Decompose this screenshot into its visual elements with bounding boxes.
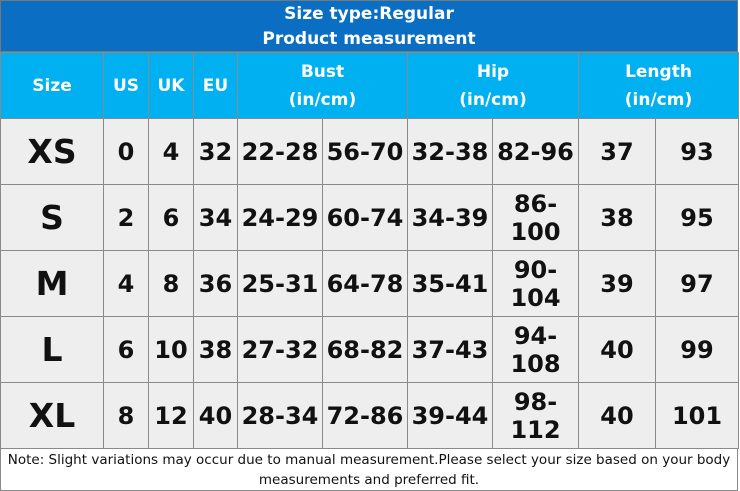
- table-cell: 12: [148, 382, 194, 449]
- header-row: Size US UK EU Bust (in/cm) Hip (in/cm) Length (in…: [0, 52, 739, 119]
- table-cell: 40: [193, 382, 238, 449]
- column-unit: (in/cm): [624, 89, 693, 110]
- column-header: US: [103, 52, 149, 119]
- table-cell: 4: [148, 118, 194, 185]
- table-cell: 39-44: [407, 382, 493, 449]
- table-cell: 40: [578, 382, 656, 449]
- size-cell: XS: [0, 118, 104, 185]
- table-cell: 32-38: [407, 118, 493, 185]
- column-header: EU: [193, 52, 238, 119]
- table-cell: 8: [148, 250, 194, 317]
- column-label: EU: [202, 75, 229, 96]
- column-header: Hip (in/cm): [407, 52, 579, 119]
- table-cell: 2: [103, 184, 149, 251]
- table-cell: 22-28: [237, 118, 323, 185]
- table-cell: 6: [103, 316, 149, 383]
- table-cell: 10: [148, 316, 194, 383]
- table-row: XS 0 4 32 22-28 56-70 32-38 82-96 37 93: [0, 118, 739, 185]
- column-header: Bust (in/cm): [237, 52, 408, 119]
- table-cell: 27-32: [237, 316, 323, 383]
- table-cell: 37: [578, 118, 656, 185]
- table-cell: 35-41: [407, 250, 493, 317]
- size-cell: L: [0, 316, 104, 383]
- table-cell: 72-86: [322, 382, 408, 449]
- table-cell: 40: [578, 316, 656, 383]
- table-cell: 36: [193, 250, 238, 317]
- table-cell: 34: [193, 184, 238, 251]
- column-header: Size: [0, 52, 104, 119]
- table-cell: 86-100: [492, 184, 579, 251]
- subtitle: Product measurement: [262, 29, 476, 49]
- table-cell: 68-82: [322, 316, 408, 383]
- table-cell: 4: [103, 250, 149, 317]
- size-cell: S: [0, 184, 104, 251]
- column-header: UK: [148, 52, 194, 119]
- size-cell: M: [0, 250, 104, 317]
- column-label: Length: [625, 61, 692, 82]
- column-header: Length (in/cm): [578, 52, 739, 119]
- size-cell: XL: [0, 382, 104, 449]
- table-cell: 90-104: [492, 250, 579, 317]
- table-row: L 6 10 38 27-32 68-82 37-43 94-108 40 99: [0, 316, 739, 383]
- table-row: S 2 6 34 24-29 60-74 34-39 86-100 38 95: [0, 184, 739, 251]
- column-label: Hip: [476, 61, 510, 82]
- table-cell: 94-108: [492, 316, 579, 383]
- table-cell: 37-43: [407, 316, 493, 383]
- table-cell: 38: [578, 184, 656, 251]
- table-cell: 24-29: [237, 184, 323, 251]
- table-cell: 39: [578, 250, 656, 317]
- table-cell: 34-39: [407, 184, 493, 251]
- column-label: UK: [157, 75, 185, 96]
- table-cell: 38: [193, 316, 238, 383]
- table-cell: 28-34: [237, 382, 323, 449]
- table-cell: 99: [655, 316, 739, 383]
- table-cell: 60-74: [322, 184, 408, 251]
- table-cell: 101: [655, 382, 739, 449]
- table-cell: 25-31: [237, 250, 323, 317]
- table-cell: 0: [103, 118, 149, 185]
- table-cell: 32: [193, 118, 238, 185]
- table-cell: 93: [655, 118, 739, 185]
- note: Note: Slight variations may occur due to…: [0, 448, 738, 491]
- table-cell: 95: [655, 184, 739, 251]
- table-row: M 4 8 36 25-31 64-78 35-41 90-104 39 97: [0, 250, 739, 317]
- table-cell: 98-112: [492, 382, 579, 449]
- size-table: Size US UK EU Bust (in/cm) Hip (in/cm) Length (in…: [0, 52, 739, 449]
- column-label: Bust: [300, 61, 345, 82]
- title-band: Size type:Regular Product measurement: [0, 0, 738, 52]
- title: Size type:Regular: [284, 4, 454, 24]
- column-unit: (in/cm): [459, 89, 527, 110]
- column-label: US: [112, 75, 140, 96]
- table-cell: 8: [103, 382, 149, 449]
- table-row: XL 8 12 40 28-34 72-86 39-44 98-112 40 101: [0, 382, 739, 449]
- column-unit: (in/cm): [288, 89, 357, 110]
- column-label: Size: [32, 75, 72, 96]
- table-cell: 82-96: [492, 118, 579, 185]
- table-cell: 6: [148, 184, 194, 251]
- table-cell: 64-78: [322, 250, 408, 317]
- table-cell: 56-70: [322, 118, 408, 185]
- table-cell: 97: [655, 250, 739, 317]
